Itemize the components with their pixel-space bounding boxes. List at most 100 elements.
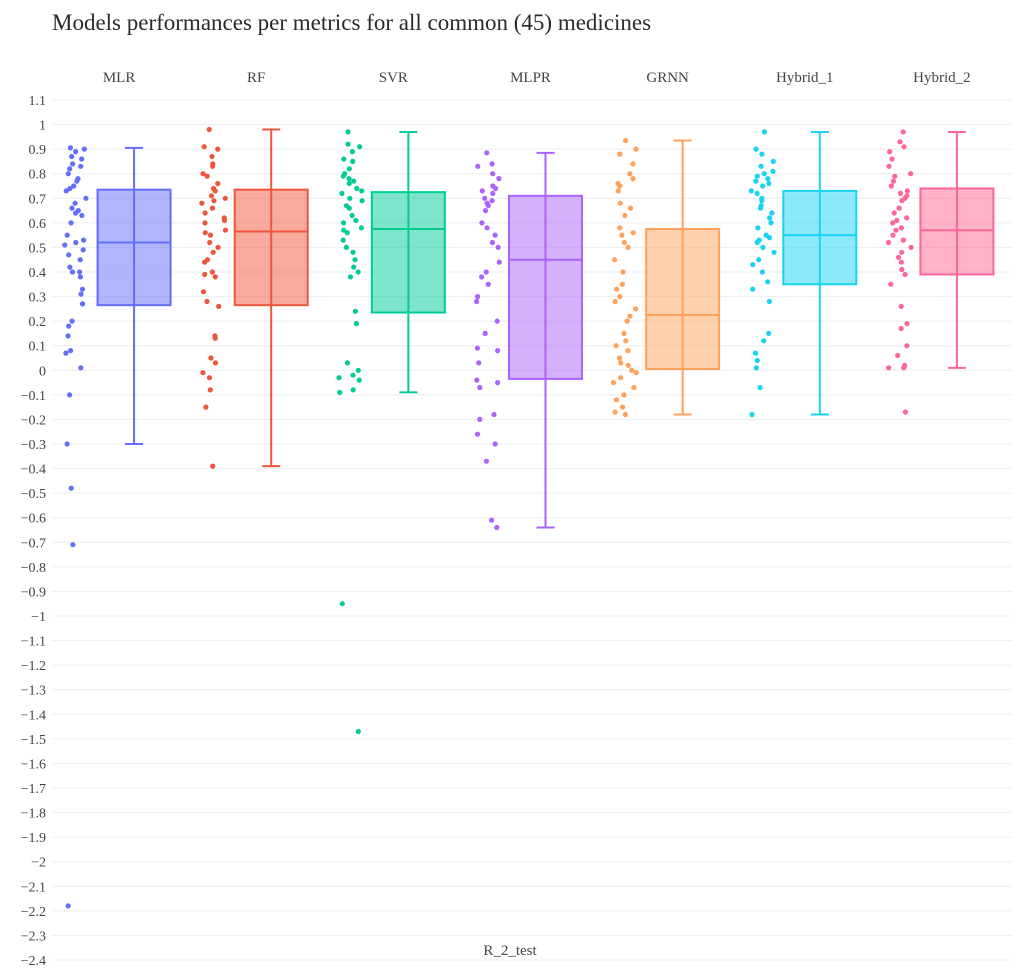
data-point [357,144,363,150]
data-point [211,198,217,204]
data-point [890,220,896,226]
data-point [341,156,347,162]
series-hybrid-2: Hybrid_2 [885,70,995,415]
data-point [65,333,71,339]
data-point [69,153,75,160]
data-point [621,392,627,398]
data-point [63,350,69,356]
y-tick-label: −1.4 [21,708,46,723]
data-point [346,176,352,182]
data-point [890,232,896,238]
data-point [485,203,491,209]
data-point [904,321,910,327]
data-point [767,215,773,221]
data-point [68,348,74,354]
data-point [612,298,618,305]
data-point [895,254,902,260]
data-point [64,232,70,238]
data-point [761,129,768,135]
data-point [766,235,773,241]
y-tick-label: −1.9 [21,831,46,846]
data-point [479,220,485,226]
data-point [633,146,639,152]
data-point [492,441,498,447]
data-point [617,225,623,231]
y-tick-label: 0.6 [29,217,47,232]
data-point [340,237,346,243]
data-point [897,139,903,145]
series-hybrid-1: Hybrid_1 [748,70,858,418]
data-point [210,463,216,469]
data-point [66,323,72,329]
data-point [80,247,86,253]
data-point [759,198,765,204]
box [919,187,995,276]
data-point [621,330,627,336]
data-point [490,190,496,196]
data-point [623,338,629,344]
data-point [200,289,207,295]
y-tick-label: 0.2 [29,315,47,330]
data-point [474,345,480,351]
data-point [760,244,766,250]
data-point [68,485,74,491]
y-tick-label: −0.4 [21,463,46,478]
data-point [477,416,483,422]
data-point [748,188,754,194]
data-point [72,200,78,206]
data-point [765,279,771,285]
data-point [766,298,773,305]
data-point [479,188,485,194]
data-point [492,232,498,238]
data-point [904,215,910,221]
series-group: MLR RF SVR MLPR GRNN Hybrid_1 Hybrid_2 [62,70,995,909]
data-point [489,198,495,204]
y-axis-ticks: 1.1 1 0.9 0.8 0.7 0.6 0.5 0.4 0.3 0.2 0.1 0 −0.1 −0.2… [21,94,46,969]
data-point [761,338,767,344]
data-point [350,387,356,393]
data-point [339,190,345,196]
data-point [900,237,907,243]
data-point [204,173,210,179]
data-point [215,146,221,152]
data-point [611,257,618,263]
data-point [73,210,79,216]
y-tick-label: 0.4 [29,266,47,281]
y-tick-label: −0.5 [21,487,46,502]
data-point [474,431,481,437]
data-point [619,281,626,287]
data-point [62,242,68,248]
data-point [625,244,631,250]
data-point [891,210,897,216]
data-point [624,318,630,324]
data-point [210,163,216,169]
data-point [620,404,626,410]
data-point [206,375,213,381]
data-point [489,517,495,523]
data-point [355,269,361,275]
data-point [71,183,77,189]
series-label: MLPR [510,70,551,86]
data-point [752,350,759,356]
data-point [615,188,621,194]
y-tick-label: −0.7 [21,536,46,551]
data-point [613,397,620,403]
data-point [345,141,351,147]
data-point [484,150,490,156]
data-point [200,370,206,376]
data-point [631,384,637,391]
data-point [756,257,762,263]
y-tick-label: −0.3 [21,438,46,453]
data-point [491,411,497,418]
data-point [899,249,905,255]
data-point [209,269,215,275]
data-point [67,166,73,172]
data-point [614,286,620,292]
data-point [344,360,350,366]
data-point [346,166,352,172]
data-point [759,269,766,275]
data-point [901,144,907,150]
data-point [479,274,485,280]
data-point [770,168,776,174]
data-point [898,259,904,265]
